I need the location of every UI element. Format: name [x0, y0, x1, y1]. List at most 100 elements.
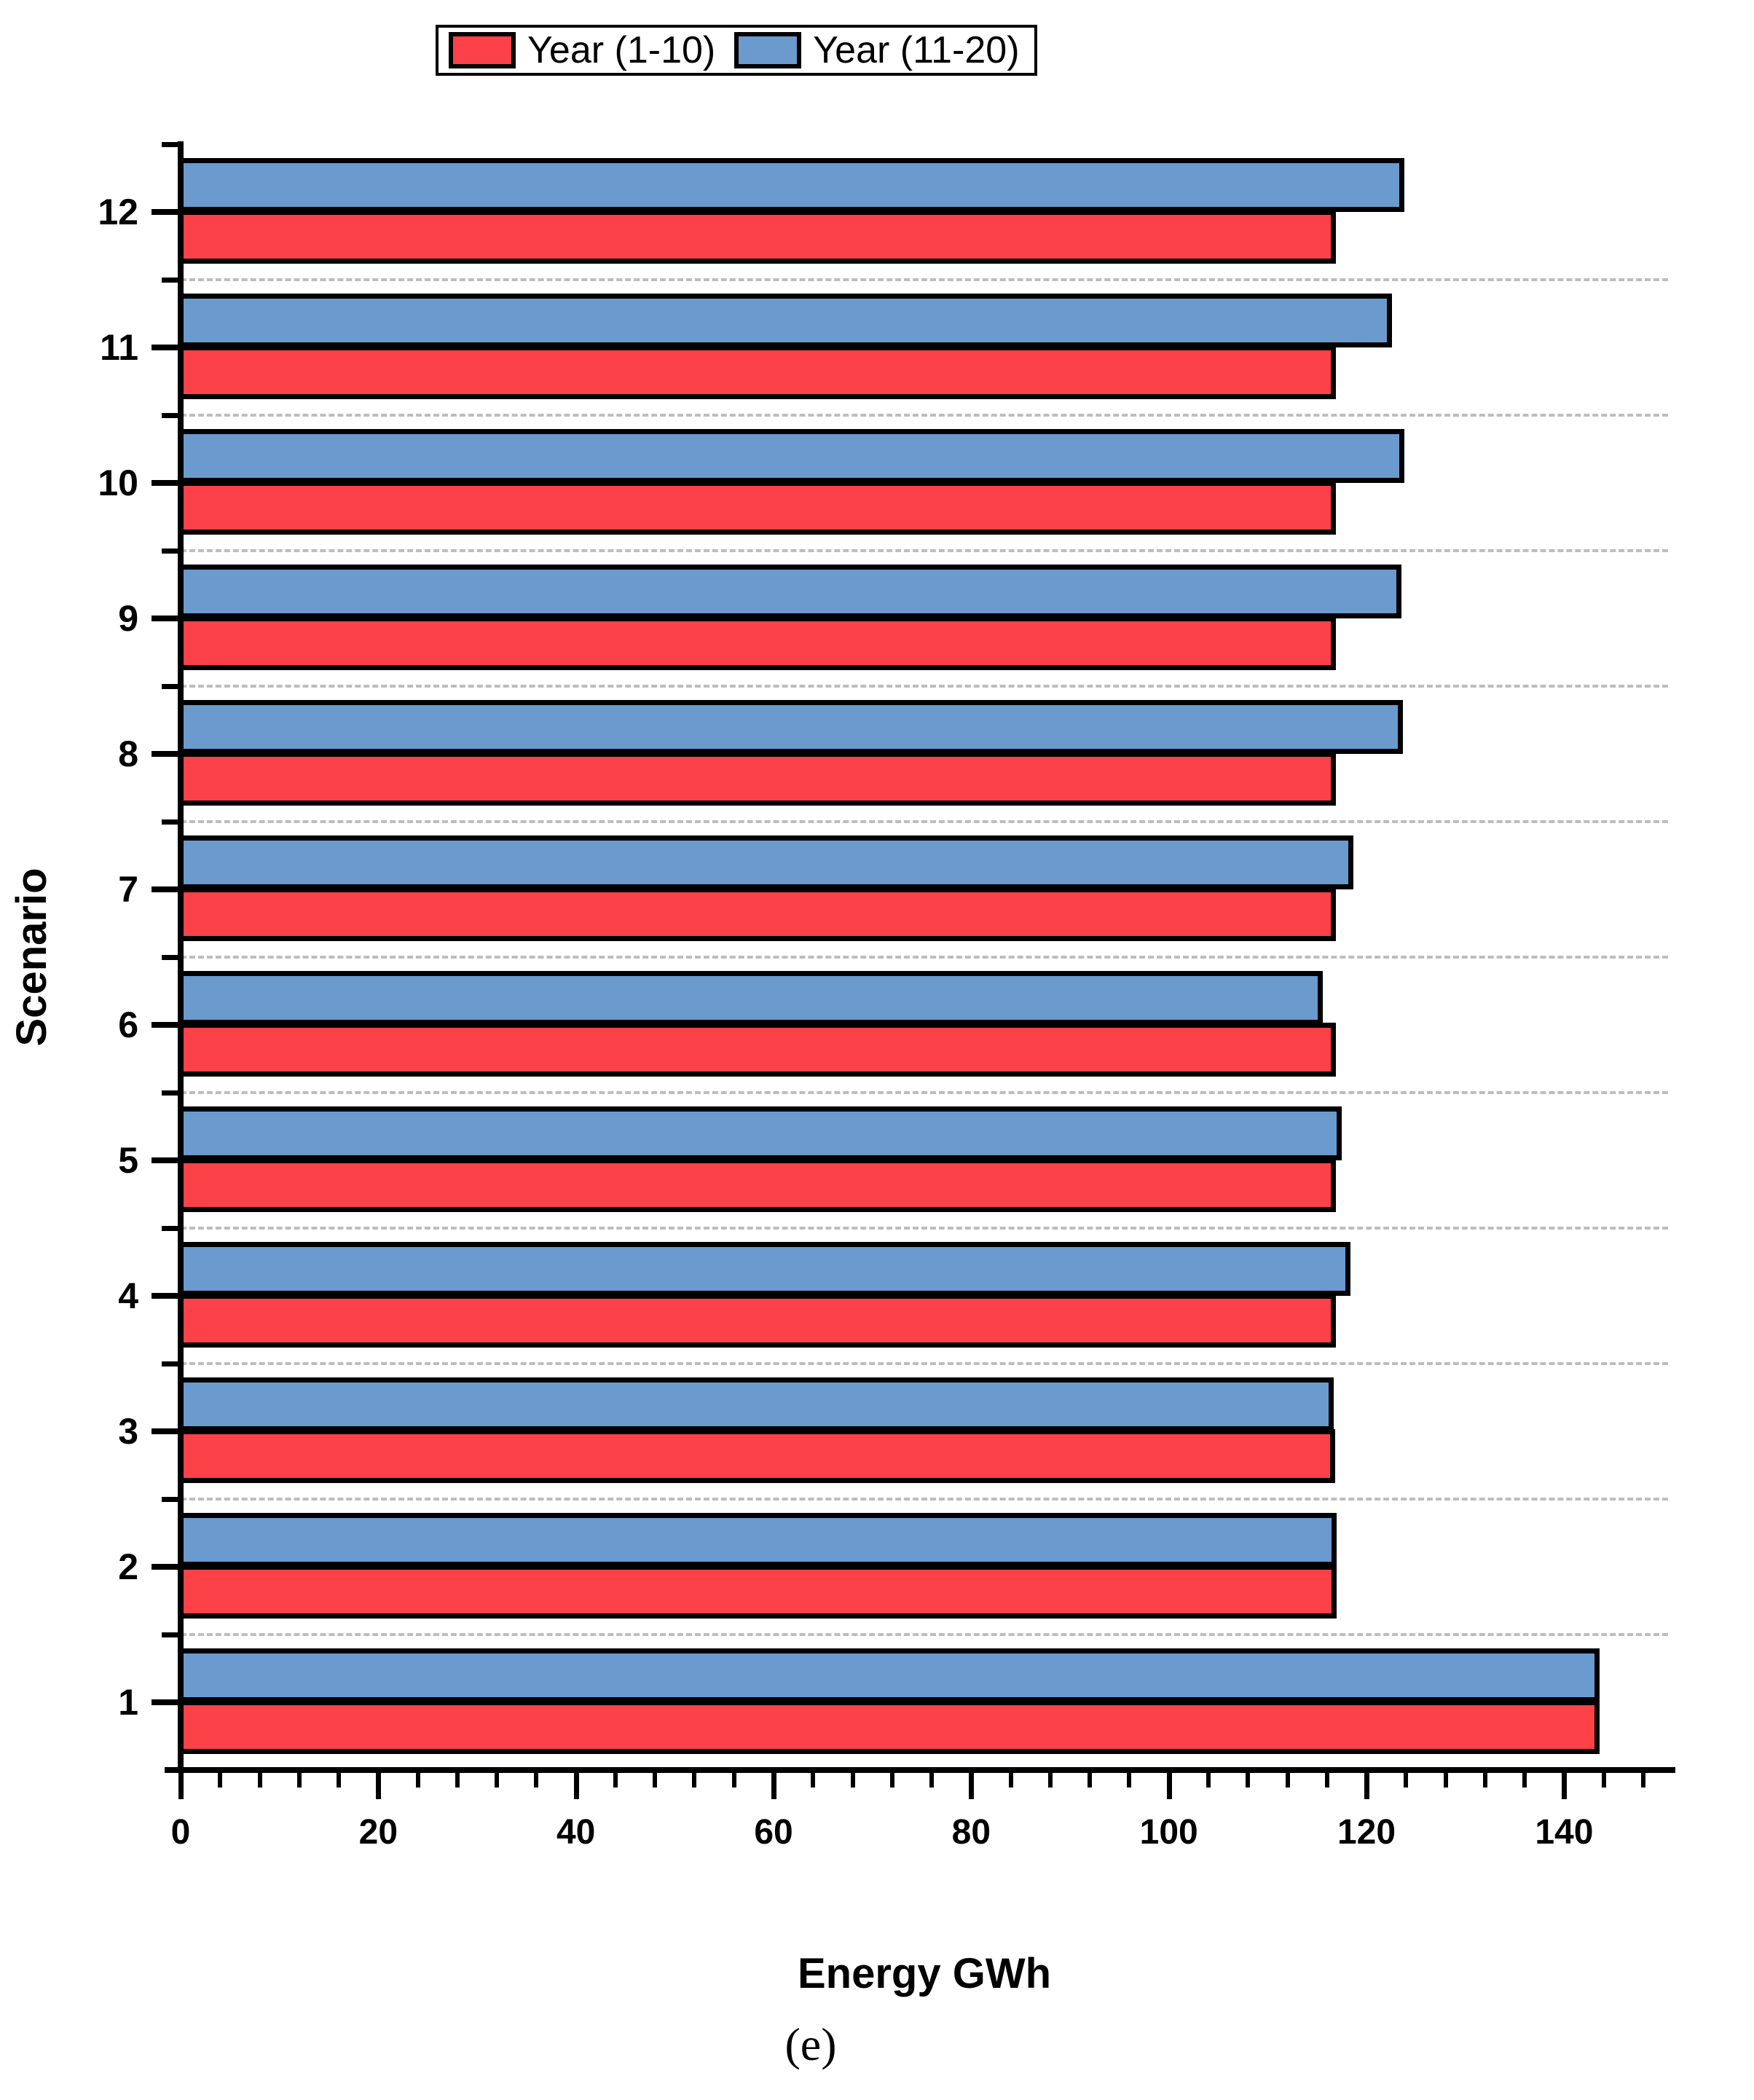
y-axis-title: Scenario [8, 868, 55, 1047]
y-major-tick [152, 616, 181, 621]
x-major-tick [1562, 1770, 1568, 1799]
bar-year-1-10 [178, 1157, 1336, 1212]
bar-year-11-20 [178, 835, 1354, 889]
bar-year-11-20 [178, 1242, 1351, 1296]
y-tick-label: 11 [100, 327, 138, 368]
x-tick-label: 20 [358, 1813, 398, 1852]
y-tick-label: 4 [118, 1275, 138, 1316]
x-axis-spine [165, 1767, 1675, 1773]
x-minor-tick [1127, 1770, 1132, 1788]
y-tick-label: 6 [118, 1004, 138, 1045]
y-major-tick [152, 1428, 181, 1434]
x-minor-tick [889, 1770, 894, 1788]
legend-label: Year (1-10) [527, 29, 716, 71]
y-major-tick [152, 480, 181, 486]
legend-item: Year (11-20) [734, 29, 1020, 71]
y-minor-tick [162, 413, 181, 418]
bar-year-11-20 [178, 429, 1404, 483]
x-minor-tick [1047, 1770, 1053, 1788]
x-minor-tick [415, 1770, 420, 1788]
x-minor-tick [1640, 1770, 1645, 1788]
x-minor-tick [1482, 1770, 1487, 1788]
y-tick-label: 2 [118, 1546, 138, 1587]
chart-legend: Year (1-10) Year (11-20) [436, 25, 1037, 76]
x-major-tick [573, 1770, 579, 1799]
gridline [181, 1227, 1668, 1230]
x-major-tick [376, 1770, 382, 1799]
x-minor-tick [929, 1770, 935, 1788]
gridline [181, 1091, 1668, 1094]
x-tick-label: 60 [754, 1813, 793, 1852]
y-tick-label: 9 [118, 598, 138, 639]
y-major-tick [152, 345, 181, 350]
bar-year-11-20 [178, 1648, 1600, 1702]
y-tick-label: 10 [98, 463, 138, 503]
gridline [181, 956, 1668, 959]
y-tick-label: 1 [118, 1682, 138, 1723]
x-minor-tick [337, 1770, 342, 1788]
bar-year-1-10 [178, 1699, 1600, 1754]
gridline [181, 685, 1668, 688]
x-minor-tick [653, 1770, 658, 1788]
bar-year-1-10 [178, 751, 1336, 806]
x-minor-tick [1246, 1770, 1251, 1788]
x-minor-tick [257, 1770, 262, 1788]
x-minor-tick [850, 1770, 855, 1788]
x-minor-tick [218, 1770, 223, 1788]
bar-year-11-20 [178, 565, 1401, 618]
bar-year-1-10 [178, 886, 1336, 941]
bar-year-1-10 [178, 480, 1336, 535]
x-major-tick [771, 1770, 777, 1799]
bar-year-11-20 [178, 1106, 1342, 1160]
x-minor-tick [1404, 1770, 1409, 1788]
y-minor-tick [162, 1497, 181, 1502]
x-minor-tick [692, 1770, 697, 1788]
x-tick-label: 0 [170, 1813, 191, 1852]
y-major-tick [152, 886, 181, 892]
x-minor-tick [1443, 1770, 1448, 1788]
x-tick-label: 120 [1337, 1813, 1396, 1852]
y-major-tick [152, 209, 181, 215]
x-minor-tick [1285, 1770, 1290, 1788]
x-tick-label: 40 [556, 1813, 596, 1852]
y-major-tick [152, 1699, 181, 1705]
y-minor-tick [162, 1090, 181, 1096]
bar-year-11-20 [178, 700, 1404, 754]
x-minor-tick [455, 1770, 460, 1788]
gridline [181, 820, 1668, 823]
x-tick-label: 100 [1139, 1813, 1198, 1852]
gridline [181, 1362, 1668, 1365]
x-tick-label: 140 [1535, 1813, 1594, 1852]
gridline [181, 414, 1668, 417]
y-minor-tick [162, 1632, 181, 1637]
x-minor-tick [1206, 1770, 1211, 1788]
y-tick-label: 7 [118, 869, 138, 910]
gridline [181, 549, 1668, 552]
legend-item: Year (1-10) [449, 31, 715, 69]
bar-year-11-20 [178, 158, 1404, 212]
x-minor-tick [1522, 1770, 1527, 1788]
x-minor-tick [1008, 1770, 1013, 1788]
y-minor-tick [162, 548, 181, 554]
y-major-tick [152, 751, 181, 757]
y-minor-tick [162, 1361, 181, 1366]
x-minor-tick [613, 1770, 618, 1788]
bar-year-11-20 [178, 971, 1324, 1025]
x-minor-tick [495, 1770, 500, 1788]
x-axis-title: Energy GWh [797, 1950, 1052, 1997]
y-major-tick [152, 1564, 181, 1570]
y-tick-label: 5 [118, 1140, 138, 1181]
legend-swatch-red [449, 32, 516, 68]
figure-caption: (e) [784, 2018, 837, 2070]
legend-label: Year (11-20) [813, 29, 1020, 71]
y-tick-label: 8 [118, 734, 138, 774]
y-major-tick [152, 1022, 181, 1028]
x-minor-tick [1324, 1770, 1329, 1788]
bar-year-1-10 [178, 1564, 1337, 1619]
y-axis-spine [178, 141, 184, 1773]
legend-swatch-blue [734, 32, 802, 68]
x-minor-tick [1601, 1770, 1606, 1788]
x-major-tick [1364, 1770, 1370, 1799]
y-tick-label: 12 [98, 192, 138, 232]
